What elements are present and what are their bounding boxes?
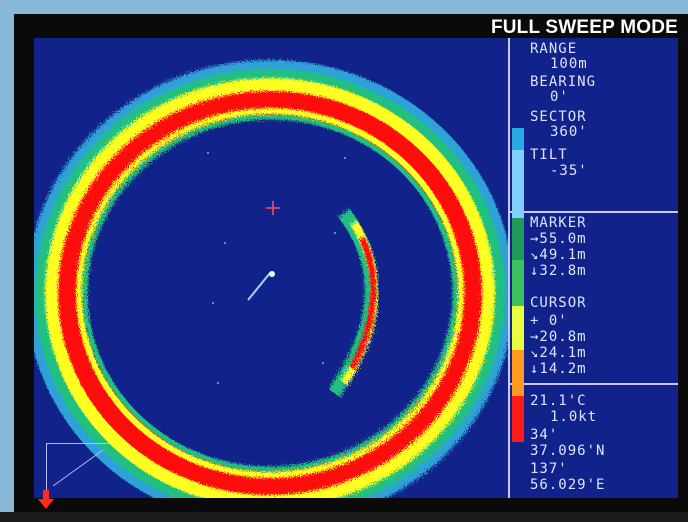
scale-yellow: [512, 306, 524, 350]
cursor-value-4: ↓14.2m: [530, 361, 587, 377]
center-mark: [247, 271, 275, 301]
echo-ring: [34, 60, 508, 498]
cursor-label: CURSOR: [530, 295, 587, 311]
readout-panel: RANGE 100m BEARING 0' SECTOR 360' TILT -…: [508, 38, 678, 498]
water-temp: 21.1'C: [530, 393, 587, 409]
scale-green: [512, 218, 524, 260]
marker-value-1: →55.0m: [530, 231, 587, 247]
range-label: RANGE: [530, 41, 578, 57]
bearing-value: 0': [550, 89, 569, 105]
sector-value: 360': [550, 124, 588, 140]
cursor-value-3: ↘24.1m: [530, 345, 587, 361]
lat-degrees: 34': [530, 427, 559, 443]
mode-title: FULL SWEEP MODE: [490, 17, 678, 38]
divider-1: [510, 211, 678, 213]
cursor-value-1: + 0': [530, 313, 568, 329]
crosshair-icon: [266, 201, 280, 215]
tilt-indicator: [46, 443, 109, 492]
inner-arc-echo: [328, 208, 379, 398]
marker-value-3: ↓32.8m: [530, 263, 587, 279]
panel-divider: [508, 38, 510, 498]
ship-speed: 1.0kt: [550, 409, 598, 425]
range-value: 100m: [550, 56, 588, 72]
bottom-strip: [0, 512, 688, 522]
scale-orange: [512, 350, 524, 396]
marker-value-2: ↘49.1m: [530, 247, 587, 263]
scale-red: [512, 396, 524, 442]
longitude: 56.029'E: [530, 477, 606, 493]
sector-label: SECTOR: [530, 109, 587, 125]
divider-2: [510, 383, 678, 385]
tilt-value: -35': [550, 163, 588, 179]
sonar-sweep-display: [34, 60, 508, 498]
marker-label: MARKER: [530, 215, 587, 231]
scale-faint: [512, 128, 524, 150]
bearing-label: BEARING: [530, 74, 597, 90]
latitude: 37.096'N: [530, 443, 606, 459]
arrow-down-icon: [38, 490, 54, 509]
scale-green-2: [512, 260, 524, 306]
cursor-value-2: →20.8m: [530, 329, 587, 345]
lon-degrees: 137': [530, 461, 568, 477]
tilt-label: TILT: [530, 147, 568, 163]
scale-light: [512, 150, 524, 218]
